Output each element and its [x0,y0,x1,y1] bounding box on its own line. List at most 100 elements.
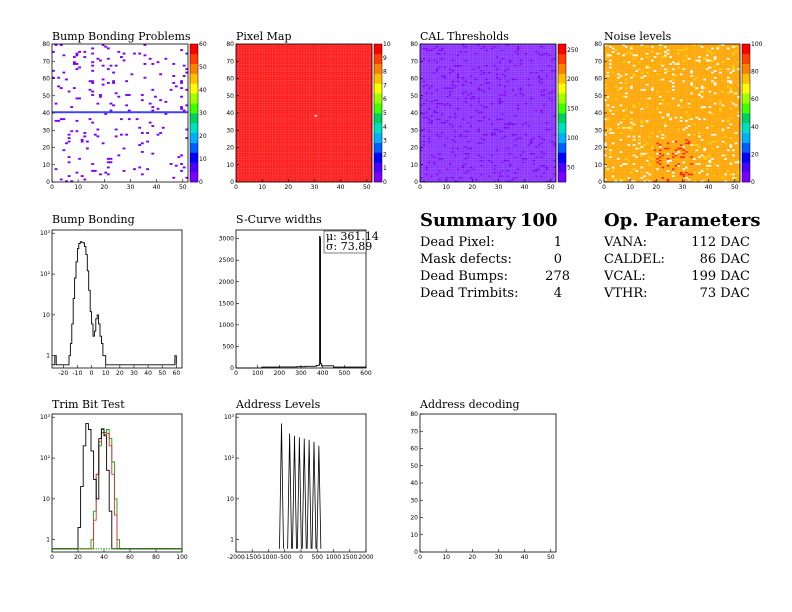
heatmap-cell [267,128,271,131]
heatmap-cell [254,118,258,121]
heatmap-cell [361,147,365,150]
heatmap-cell [348,64,352,67]
heatmap-cell [319,78,323,81]
heatmap-cell [422,81,426,84]
heatmap-cell [343,83,347,86]
heatmap-cell [335,142,339,145]
heatmap-cell [280,78,284,81]
heatmap-cell [288,85,292,88]
heatmap-cell [361,128,365,131]
heatmap-cell [251,125,255,127]
heatmap-cell [361,131,365,134]
heatmap-cell [314,140,318,143]
heatmap-cell [290,90,294,93]
heatmap-cell [358,47,362,50]
heatmap-cell [270,54,273,57]
heatmap-cell [358,140,362,143]
heatmap-cell [358,154,362,157]
heatmap-cell [309,59,313,62]
colorbar-segment [374,103,382,114]
heatmap-cell [340,90,344,93]
heatmap-cell [425,47,429,50]
heatmap-cell [425,73,429,76]
heatmap-cell [249,75,252,77]
heatmap-cell [236,142,239,145]
heatmap-cell [422,44,426,46]
heatmap-cell [338,135,341,138]
heatmap-cell [254,109,258,112]
heatmap-cell [330,118,333,121]
heatmap-cell [306,140,310,143]
heatmap-cell [304,56,307,58]
heatmap-cell [338,76,341,79]
heatmap-cell [293,173,297,176]
heatmap-cell [290,156,294,159]
heatmap-cell [288,102,292,105]
heatmap-cell [319,180,323,183]
heatmap-cell [319,94,323,96]
heatmap-cell [290,133,294,136]
heatmap-cell [251,66,255,69]
heatmap-cell [356,92,360,95]
heatmap-cell [309,99,313,102]
heatmap-cell [309,49,313,52]
heatmap-cell [296,56,299,58]
heatmap-cell [314,44,318,46]
heatmap-cell [270,80,273,83]
heatmap-cell [130,111,134,114]
heatmap-cell [280,176,284,179]
heatmap-cell [427,168,431,171]
heatmap-cell [425,68,429,71]
heatmap-cell [301,59,305,62]
heatmap-cell [290,66,294,69]
heatmap-cell [314,87,318,90]
heatmap-cell [256,164,260,167]
heatmap-cell [324,64,328,67]
heatmap-cell [317,56,320,58]
heatmap-cell [369,104,373,107]
heatmap-cell [304,62,307,65]
y-tick-label: 30 [42,127,50,134]
heatmap-cell [277,73,281,76]
heatmap-cell [249,157,252,160]
heatmap-cell [425,87,429,90]
heatmap-cell [256,113,260,115]
heatmap-cell [264,56,268,58]
heatmap-cell [83,131,87,134]
heatmap-cell [364,85,367,88]
heatmap-cell [327,80,331,83]
heatmap-cell [236,128,239,131]
heatmap-cell [332,128,336,131]
heatmap-cell [306,157,310,160]
colorbar-tick-label: 20 [199,133,207,140]
heatmap-cell [317,175,320,178]
heatmap-cell [366,164,370,167]
heatmap-cell [254,71,258,74]
heatmap-cell [420,92,423,95]
heatmap-cell [264,152,268,155]
heatmap-cell [251,111,255,114]
heatmap-cell [422,135,426,138]
heatmap-cell [330,147,333,150]
heatmap-cell [280,66,284,69]
heatmap-cell [353,125,357,127]
heatmap-cell [290,94,294,96]
heatmap-cell [256,56,260,58]
heatmap-cell [366,68,370,71]
heatmap-cell [254,169,258,172]
heatmap-cell [270,159,273,162]
heatmap-cell [353,176,357,179]
heatmap-cell [422,78,426,81]
heatmap-cell [309,76,313,79]
heatmap-cell [236,157,239,160]
heatmap-cell [256,157,260,160]
heatmap-cell [366,159,370,162]
heatmap-cell [280,173,284,176]
heatmap-cell [348,113,352,115]
heatmap-cell [301,130,305,133]
heatmap-cell [243,123,247,126]
heatmap-cell [249,133,252,136]
heatmap-cell [143,54,147,57]
heatmap-cell [243,156,247,159]
heatmap-cells [52,44,189,183]
